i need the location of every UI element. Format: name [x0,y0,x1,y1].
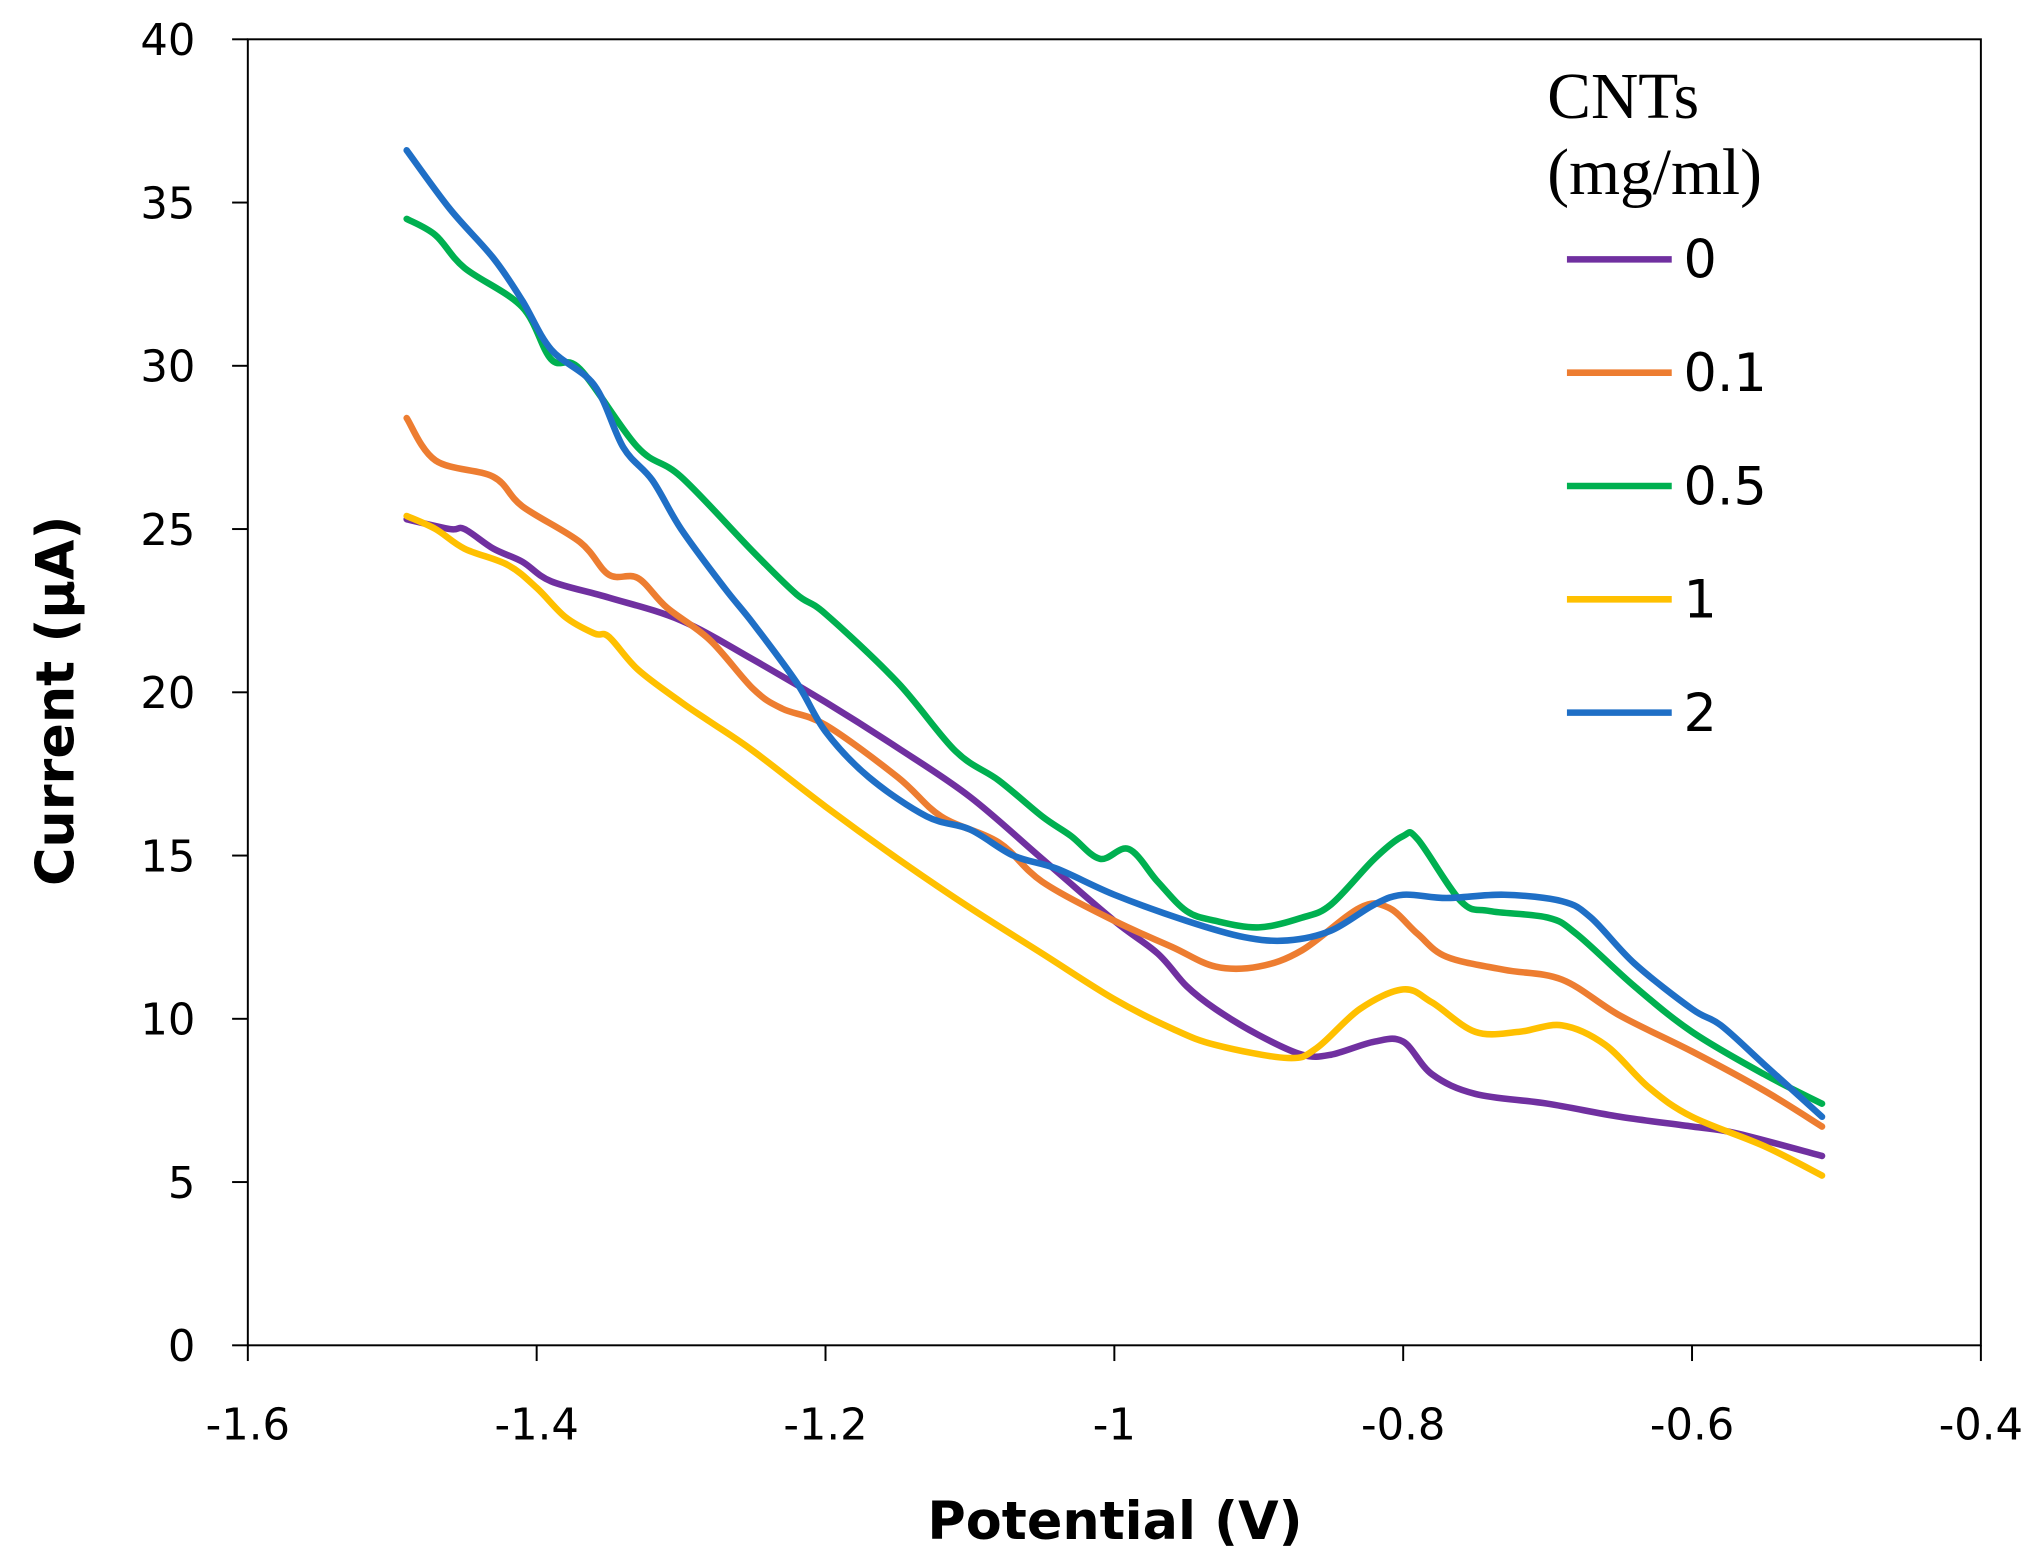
y-tick-label: 25 [140,506,195,556]
series-line-0.1 [403,414,1826,1130]
y-tick-label: 30 [140,343,195,393]
y-tick-label: 15 [140,832,195,882]
x-tick-label: -0.6 [1650,1401,1734,1451]
plot-area [246,38,1982,1347]
legend-title-line1: CNTs [1547,61,1699,133]
y-tick-label: 10 [140,996,195,1046]
series-line-1 [403,512,1826,1179]
legend-label: 0 [1684,230,1717,291]
y-tick-label: 5 [168,1159,195,1209]
legend-label: 0.5 [1684,456,1767,517]
x-tick-label: -0.8 [1361,1401,1445,1451]
y-axis-label: Current (µA) [26,516,87,886]
x-tick-label: -0.4 [1939,1401,2023,1451]
x-tick-label: -1 [1093,1401,1136,1451]
series-line-2 [403,147,1826,1121]
legend-label: 1 [1684,570,1717,631]
y-tick-label: 20 [140,669,195,719]
legend-label: 0.1 [1684,343,1767,404]
x-tick-label: -1.4 [495,1401,579,1451]
y-tick-label: 0 [168,1322,195,1372]
x-tick-label: -1.2 [783,1401,867,1451]
y-tick-label: 35 [140,179,195,229]
series-line-0 [403,515,1826,1160]
x-axis-label: Potential (V) [927,1491,1302,1552]
x-tick-label: -1.6 [206,1401,290,1451]
y-tick-label: 40 [140,16,195,66]
legend-label: 2 [1684,683,1717,744]
legend-title-line2: (mg/ml) [1547,137,1762,209]
series-line-0.5 [403,215,1826,1107]
